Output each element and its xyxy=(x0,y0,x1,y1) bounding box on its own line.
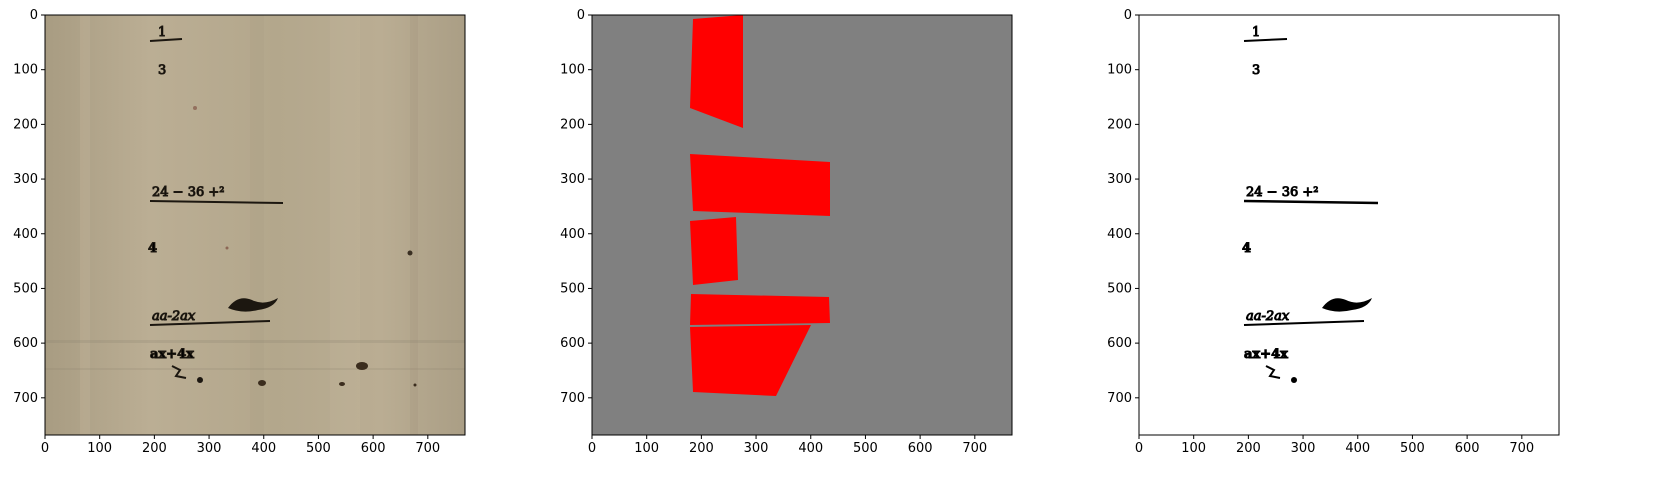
y-tick-label: 700 xyxy=(13,391,38,406)
x-tick-label: 500 xyxy=(853,441,878,456)
panel-original-scan-axes: 0 100 200 300 400 500 600 700 0 100 200 300 400 500 60… xyxy=(13,8,440,456)
panel-region-mask-axes: 0 100 200 300 400 500 600 700 0 100 200 300 400 500 60… xyxy=(560,8,987,456)
x-tick-label: 600 xyxy=(1455,441,1480,456)
y-tick-label: 200 xyxy=(13,117,38,132)
x-tick-label: 500 xyxy=(1400,441,1425,456)
mask-region-5 xyxy=(690,325,811,396)
panel-binarized-output: 1 3 24 − 36 +² 4 aa-2ax ax+4x 0 100 200 300… xyxy=(1107,8,1560,456)
y-tick-label: 400 xyxy=(13,227,38,242)
y-tick-label: 0 xyxy=(577,8,585,23)
x-tick-label: 100 xyxy=(87,441,112,456)
x-tick-label: 200 xyxy=(142,441,167,456)
scan-handwriting: 1 1 3 24 − 36 +² 4 aa-2ax ax+4x xyxy=(148,25,284,383)
mask-region-3 xyxy=(690,217,738,285)
y-tick-label: 600 xyxy=(1107,336,1132,351)
bin-line-3: 4 xyxy=(1242,241,1251,256)
mask-region-2 xyxy=(690,154,830,216)
x-tick-label: 100 xyxy=(634,441,659,456)
scan-line-4: aa-2ax xyxy=(152,309,196,324)
x-tick-label: 100 xyxy=(1181,441,1206,456)
scan-fraction-numerator: 1 xyxy=(158,25,166,40)
x-tick-label: 700 xyxy=(415,441,440,456)
y-tick-label: 300 xyxy=(1107,172,1132,187)
x-tick-label: 400 xyxy=(798,441,823,456)
y-tick-label: 100 xyxy=(1107,63,1132,78)
mask-region-4 xyxy=(690,294,830,325)
x-tick-label: 0 xyxy=(1135,441,1143,456)
x-tick-label: 400 xyxy=(251,441,276,456)
bin-line-2: 24 − 36 +² xyxy=(1246,185,1318,200)
panel-region-mask: 0 100 200 300 400 500 600 700 0 100 200 300 400 500 60… xyxy=(560,8,1013,456)
scan-line-2: 24 − 36 +² xyxy=(152,185,224,200)
scan-fraction-denominator-text: 3 xyxy=(158,63,166,78)
y-tick-label: 600 xyxy=(560,336,585,351)
bin-fraction-numerator: 1 xyxy=(1252,25,1260,40)
y-tick-label: 0 xyxy=(30,8,38,23)
mask-background xyxy=(592,15,1012,435)
y-tick-label: 500 xyxy=(560,281,585,296)
panel-original-scan: 1 1 3 24 − 36 +² 4 aa-2ax ax+4x 0 100 200 3… xyxy=(13,8,466,456)
mask-regions xyxy=(690,15,830,396)
x-tick-label: 300 xyxy=(197,441,222,456)
scan-line-3: 4 xyxy=(148,241,157,256)
scan-line-5: ax+4x xyxy=(150,347,194,362)
bin-fraction-denominator: 3 xyxy=(1252,63,1260,78)
panel-binarized-output-axes: 0 100 200 300 400 500 600 700 0 100 200 300 400 500 60… xyxy=(1107,8,1534,456)
mask-region-1 xyxy=(690,15,743,128)
y-tick-label: 700 xyxy=(560,391,585,406)
binarized-image: 1 3 24 − 36 +² 4 aa-2ax ax+4x xyxy=(1139,15,1559,435)
x-tick-label: 600 xyxy=(361,441,386,456)
y-tick-label: 400 xyxy=(560,227,585,242)
x-tick-label: 200 xyxy=(1236,441,1261,456)
x-tick-label: 0 xyxy=(588,441,596,456)
y-tick-label: 500 xyxy=(1107,281,1132,296)
y-tick-label: 700 xyxy=(1107,391,1132,406)
y-tick-label: 500 xyxy=(13,281,38,296)
y-tick-label: 600 xyxy=(13,336,38,351)
y-tick-label: 100 xyxy=(13,63,38,78)
y-tick-label: 0 xyxy=(1124,8,1132,23)
x-tick-label: 300 xyxy=(744,441,769,456)
y-tick-label: 300 xyxy=(13,172,38,187)
bin-line-5: ax+4x xyxy=(1244,347,1288,362)
x-tick-label: 700 xyxy=(962,441,987,456)
x-tick-label: 200 xyxy=(689,441,714,456)
y-tick-label: 400 xyxy=(1107,227,1132,242)
x-tick-label: 600 xyxy=(908,441,933,456)
y-tick-label: 200 xyxy=(1107,117,1132,132)
x-tick-label: 400 xyxy=(1345,441,1370,456)
x-tick-label: 500 xyxy=(306,441,331,456)
x-tick-label: 0 xyxy=(41,441,49,456)
bin-line-4: aa-2ax xyxy=(1246,309,1290,324)
y-tick-label: 300 xyxy=(560,172,585,187)
y-tick-label: 100 xyxy=(560,63,585,78)
scan-image: 1 1 3 24 − 36 +² 4 aa-2ax ax+4x xyxy=(45,15,465,435)
x-tick-label: 700 xyxy=(1509,441,1534,456)
x-tick-label: 300 xyxy=(1291,441,1316,456)
y-tick-label: 200 xyxy=(560,117,585,132)
